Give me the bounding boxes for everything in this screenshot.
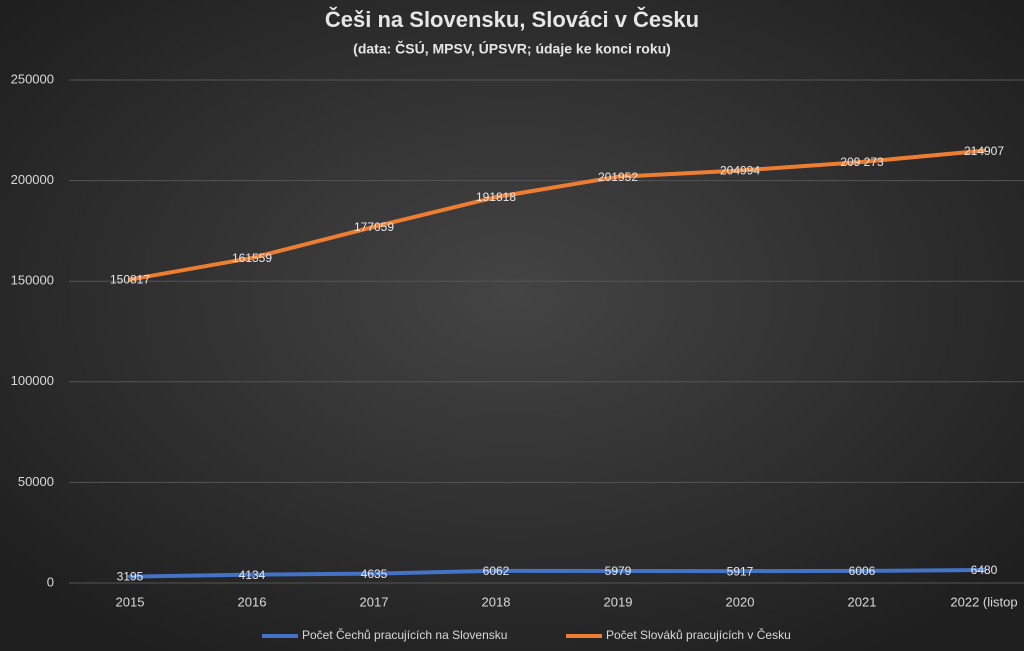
- data-label: 214907: [964, 144, 1004, 158]
- data-label: 3195: [117, 570, 144, 584]
- data-label: 4635: [361, 567, 388, 581]
- data-label: 201952: [598, 170, 638, 184]
- data-label: 150817: [110, 273, 150, 287]
- y-tick-label: 50000: [18, 474, 54, 489]
- x-tick-label: 2021: [848, 594, 877, 609]
- chart-title: Češi na Slovensku, Slováci v Česku: [325, 7, 699, 32]
- x-tick-label: 2016: [238, 594, 267, 609]
- data-label: 191818: [476, 190, 516, 204]
- legend-label: Počet Čechů pracujících na Slovensku: [302, 627, 507, 642]
- data-label: 5979: [605, 564, 632, 578]
- chart-subtitle: (data: ČSÚ, MPSV, ÚPSVR; údaje ke konci …: [353, 40, 671, 57]
- data-label: 177059: [354, 220, 394, 234]
- data-label: 6006: [849, 564, 876, 578]
- y-tick-label: 250000: [11, 71, 54, 86]
- data-label: 5917: [727, 564, 754, 578]
- y-tick-label: 200000: [11, 172, 54, 187]
- x-tick-label: 2020: [726, 594, 755, 609]
- legend-label: Počet Slováků pracujících v Česku: [606, 627, 791, 642]
- data-label: 204994: [720, 164, 760, 178]
- x-tick-label: 2018: [482, 594, 511, 609]
- x-tick-label: 2019: [604, 594, 633, 609]
- data-label: 4134: [239, 568, 266, 582]
- y-tick-label: 150000: [11, 273, 54, 288]
- series-line: [128, 148, 986, 282]
- x-tick-label: 2017: [360, 594, 389, 609]
- data-label: 6480: [971, 563, 998, 577]
- data-label: 209 273: [840, 155, 884, 169]
- data-label: 161559: [232, 251, 272, 265]
- data-label: 6062: [483, 564, 510, 578]
- x-tick-label: 2015: [116, 594, 145, 609]
- x-tick-label: 2022 (listop: [950, 594, 1017, 609]
- series-line: [128, 567, 986, 579]
- y-tick-label: 100000: [11, 373, 54, 388]
- y-tick-label: 0: [47, 574, 54, 589]
